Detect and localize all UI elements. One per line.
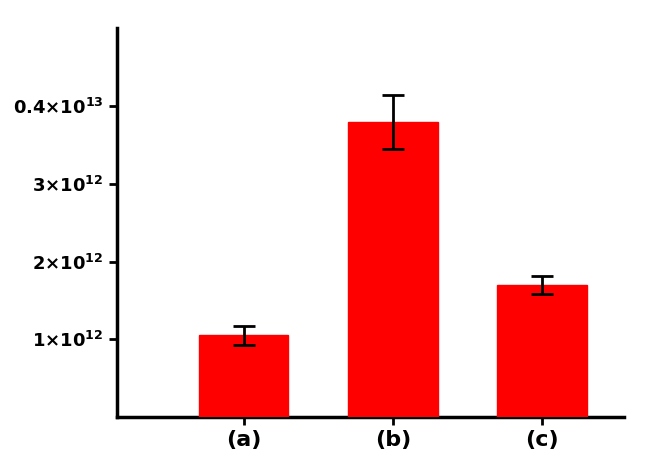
Bar [199, 336, 289, 417]
Bar [497, 285, 587, 417]
Bar [348, 122, 437, 417]
